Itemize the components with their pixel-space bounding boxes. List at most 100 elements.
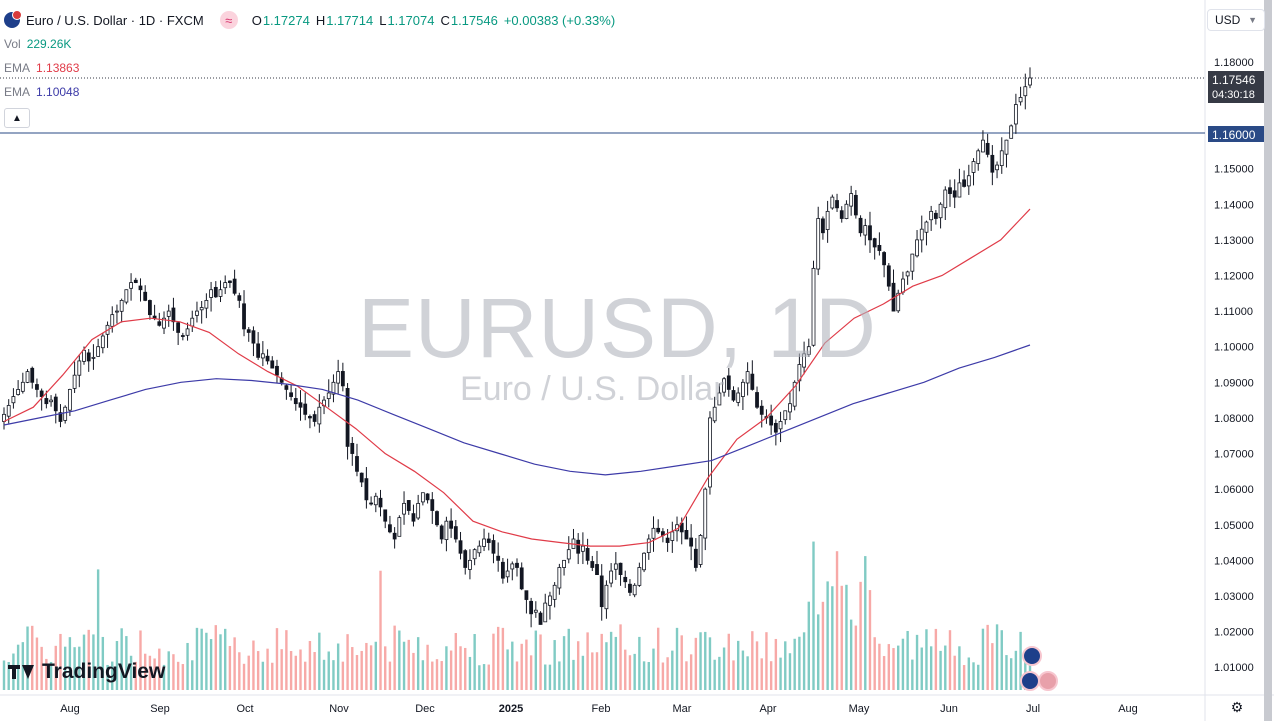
volume-bar [671,650,674,690]
volume-bar [238,652,241,690]
volume-bar [313,652,316,690]
volume-bar [953,655,956,690]
volume-bar [572,659,575,690]
volume-indicator-legend[interactable]: Vol 229.26K [4,37,71,51]
volume-bar [195,627,199,690]
volume-bar [247,655,250,690]
economic-event-icon[interactable] [1022,646,1042,666]
open-value: 1.17274 [262,12,310,28]
volume-bar [318,632,321,690]
tradingview-logo[interactable]: TradingView [8,660,165,684]
volume-bar [704,631,707,690]
volume-bar [459,646,462,690]
collapse-legend-button[interactable]: ▲ [4,108,30,128]
volume-bar [49,661,53,690]
y-tick-label: 1.03000 [1214,591,1254,603]
x-tick-label: Aug [1118,703,1138,715]
volume-bar [821,601,825,690]
candle-body [849,193,854,207]
y-tick-label: 1.08000 [1214,413,1254,425]
candle-body [957,182,962,198]
candle-body [538,612,543,625]
volume-bar [115,641,119,690]
symbol-title[interactable]: Euro / U.S. Dollar · 1D · FXCM [26,12,204,28]
volume-bar [496,626,500,690]
ema-fast-value: 1.13863 [36,61,80,75]
candle-body [133,279,138,283]
candle-body [265,355,270,362]
ema-fast-legend[interactable]: EMA 1.13863 [4,61,79,75]
candle-body [6,405,11,417]
volume-bar [322,659,326,690]
candle-body [44,398,49,405]
candle-body [562,559,566,568]
ema-slow-legend[interactable]: EMA 1.10048 [4,85,79,99]
candle-body [326,392,331,400]
candle-body [529,600,534,615]
candle-body [180,335,185,337]
candle-body [63,406,68,421]
volume-bar [435,659,439,690]
candle-body [769,415,774,426]
volume-bar [426,644,429,690]
volume-bar [379,570,382,690]
market-status-icon[interactable]: ≈ [219,11,238,29]
low-label: L [379,12,387,28]
volume-bar [54,645,57,690]
candle-body [345,388,350,447]
candle-body [623,576,628,583]
volume-bar [68,637,72,690]
settings-icon[interactable]: ⚙ [1230,699,1244,715]
volume-bar [256,651,260,690]
volume-bar [977,664,980,690]
volume-bar [200,628,203,690]
x-tick-label: Feb [592,703,611,715]
candle-body [392,532,397,540]
volume-bar [948,630,952,690]
candle-body [886,265,891,287]
volume-bar [346,634,349,690]
candle-body [16,389,21,395]
candle-body [778,421,783,430]
volume-bar [511,641,514,690]
volume-bar [835,551,839,690]
candle-body [30,367,35,383]
volume-bar [228,645,232,690]
economic-event-icon[interactable] [1020,671,1040,691]
candle-body [924,221,929,233]
volume-bar [906,630,909,690]
candle-body [166,310,171,317]
volume-bar [995,624,999,690]
volume-bar [741,650,745,690]
volume-bar [327,651,330,690]
candle-body [388,524,392,533]
volume-bar [864,556,867,690]
y-tick-label: 1.15000 [1214,164,1254,176]
economic-event-icon[interactable] [1038,671,1058,691]
volume-bar [59,633,62,690]
volume-bar [407,639,410,690]
candle-body [698,535,703,565]
volume-bar [788,653,792,690]
currency-select-value: USD [1215,13,1241,27]
candle-body [129,282,133,289]
high-label: H [315,12,326,28]
volume-bar [242,663,246,690]
candle-body [378,497,383,508]
tradingview-logo-text: TradingView [42,660,166,683]
volume-bar [718,656,721,690]
candle-body [853,194,858,216]
candle-body [915,239,919,257]
candle-body [901,278,905,293]
candle-body [213,286,218,298]
candle-body [966,175,971,187]
volume-bar [553,640,556,690]
candle-body [858,217,863,234]
candle-body [585,548,590,561]
volume-bar [176,661,180,690]
candle-body [872,238,877,248]
candle-body [519,567,524,590]
volume-bar [402,641,406,690]
currency-select[interactable]: USD ▼ [1207,9,1265,31]
